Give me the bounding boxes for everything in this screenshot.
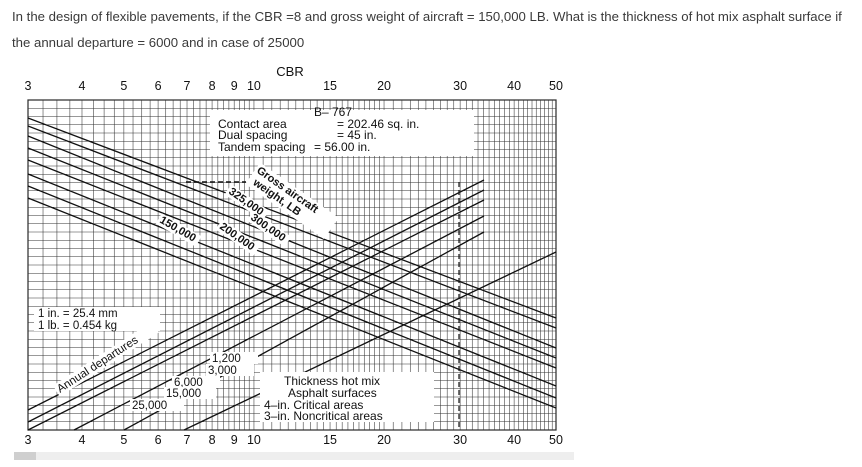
departure-3000: 3,000 xyxy=(208,365,237,377)
cbr-tick-top: 4 xyxy=(79,79,86,93)
units-line-1: 1 in. = 25.4 mm xyxy=(38,308,118,320)
cbr-tick-top: 40 xyxy=(507,79,521,93)
cbr-axis-title: CBR xyxy=(276,64,303,79)
weight-curve xyxy=(27,185,557,399)
design-chart: CBR 3 4 5 6 7 8 9 10 15 20 30 40 50 3 4 5 6 7 8 9 10 15 20 30 4… xyxy=(14,56,574,462)
cbr-tick-top: 30 xyxy=(453,79,467,93)
cbr-tick-bottom: 3 xyxy=(25,433,32,447)
design-chart-svg: CBR 3 4 5 6 7 8 9 10 15 20 30 40 50 3 4 5 6 7 8 9 10 15 20 30 4… xyxy=(25,64,563,447)
departure-curve xyxy=(27,179,485,411)
question-line-1: In the design of flexible pavements, if … xyxy=(12,9,842,24)
cbr-tick-top: 8 xyxy=(209,79,216,93)
departure-15000: 15,000 xyxy=(166,388,201,400)
spec-tandem-value: = 56.00 in. xyxy=(314,140,370,154)
thickness-legend-box xyxy=(260,372,434,422)
cbr-tick-bottom: 5 xyxy=(120,433,127,447)
cbr-tick-top: 15 xyxy=(323,79,337,93)
cbr-tick-bottom: 40 xyxy=(507,433,521,447)
departure-1200: 1,200 xyxy=(212,353,241,365)
departure-25000: 25,000 xyxy=(132,400,167,412)
weight-curve xyxy=(27,135,557,349)
cbr-tick-top: 9 xyxy=(231,79,238,93)
cbr-tick-top: 50 xyxy=(549,79,563,93)
departure-6000: 6,000 xyxy=(174,377,203,389)
weight-curve xyxy=(27,147,557,359)
weight-curve xyxy=(27,173,557,387)
units-box xyxy=(34,307,160,331)
legend-line-2: Asphalt surfaces xyxy=(288,386,377,400)
legend-line-1: Thickness hot mix xyxy=(284,374,380,388)
cbr-tick-top: 6 xyxy=(155,79,162,93)
spec-box xyxy=(210,110,474,156)
cbr-tick-top: 5 xyxy=(120,79,127,93)
chart-curves xyxy=(27,117,557,431)
departure-curve xyxy=(27,199,485,431)
weight-curve xyxy=(27,197,557,409)
cbr-tick-bottom: 10 xyxy=(247,433,261,447)
spec-contact-value: = 202.46 sq. in. xyxy=(337,117,419,131)
cbr-ticks-top: 3 4 5 6 7 8 9 10 15 20 30 40 50 xyxy=(25,79,563,93)
cbr-tick-top: 7 xyxy=(184,79,191,93)
cbr-tick-bottom: 7 xyxy=(184,433,191,447)
legend-line-4: 3–in. Noncritical areas xyxy=(264,409,383,423)
scrollbar-thumb[interactable] xyxy=(14,452,36,460)
question-text: In the design of flexible pavements, if … xyxy=(12,4,857,56)
departure-curve xyxy=(183,251,557,431)
aircraft-label: B– 767 xyxy=(314,105,352,119)
departure-curve xyxy=(27,189,485,423)
weight-curve xyxy=(27,117,557,319)
cbr-tick-bottom: 30 xyxy=(453,433,467,447)
cbr-tick-top: 10 xyxy=(247,79,261,93)
spec-dual-value: = 45 in. xyxy=(337,128,377,142)
cbr-tick-bottom: 8 xyxy=(209,433,216,447)
cbr-tick-bottom: 9 xyxy=(231,433,238,447)
cbr-tick-bottom: 4 xyxy=(79,433,86,447)
spec-tandem-label: Tandem spacing xyxy=(218,140,305,154)
weight-curve xyxy=(27,125,557,329)
cbr-tick-bottom: 20 xyxy=(377,433,391,447)
departure-curve xyxy=(73,215,485,431)
legend-line-3: 4–in. Critical areas xyxy=(264,398,363,412)
spec-dual-label: Dual spacing xyxy=(218,128,287,142)
cbr-tick-bottom: 6 xyxy=(155,433,162,447)
cbr-tick-bottom: 15 xyxy=(323,433,337,447)
question-line-2: the annual departure = 6000 and in case … xyxy=(12,35,305,50)
cbr-tick-bottom: 50 xyxy=(549,433,563,447)
units-line-2: 1 lb. = 0.454 kg xyxy=(38,320,117,332)
horizontal-scrollbar[interactable] xyxy=(14,452,574,460)
weight-curve xyxy=(27,159,557,369)
cbr-ticks-bottom: 3 4 5 6 7 8 9 10 15 20 30 40 50 xyxy=(25,433,563,447)
cbr-tick-top: 3 xyxy=(25,79,32,93)
cbr-tick-top: 20 xyxy=(377,79,391,93)
spec-contact-label: Contact area xyxy=(218,117,287,131)
